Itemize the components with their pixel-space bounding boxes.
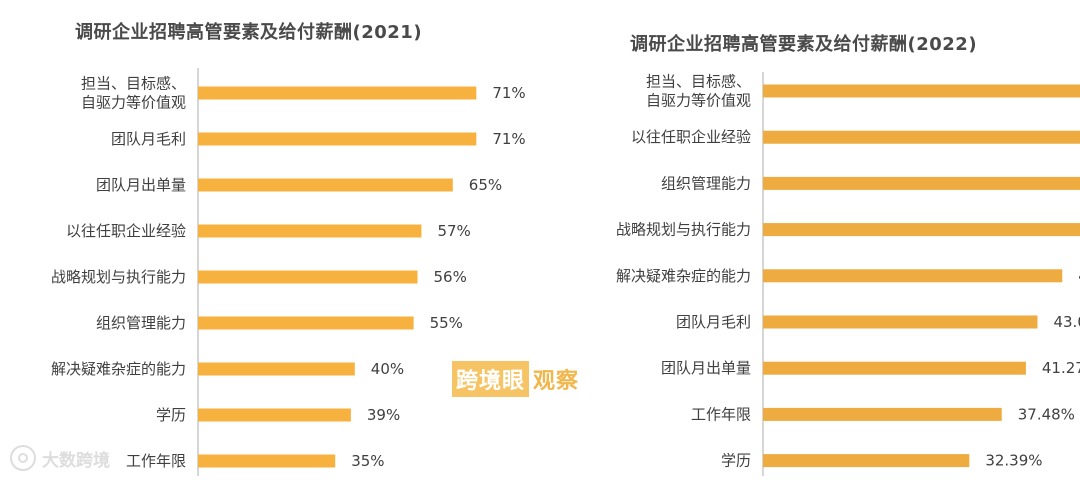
- value-label-1: 71%: [492, 130, 525, 148]
- category-label-8: 工作年限: [126, 452, 186, 470]
- bar-0: [198, 86, 477, 100]
- bar-3: [763, 223, 1080, 237]
- value-label-0: 71%: [492, 84, 525, 102]
- corner-logo: 大数跨境: [10, 445, 110, 471]
- bar-2: [198, 178, 453, 192]
- bar-5: [763, 315, 1038, 329]
- chart-title: 调研企业招聘高管要素及给付薪酬(2022): [630, 34, 978, 55]
- category-label-5: 团队月毛利: [676, 313, 751, 331]
- bar-5: [198, 316, 414, 330]
- value-label-6: 40%: [371, 360, 404, 378]
- value-label-7: 37.48%: [1018, 405, 1075, 423]
- category-label-1: 团队月毛利: [111, 130, 186, 148]
- category-label-6: 团队月出单量: [661, 359, 751, 377]
- category-label-2: 组织管理能力: [661, 174, 751, 192]
- category-label-4: 战略规划与执行能力: [51, 268, 186, 286]
- category-label-8: 学历: [721, 452, 751, 470]
- category-label-6: 解决疑难杂症的能力: [51, 360, 186, 378]
- category-label-7: 学历: [156, 406, 186, 424]
- value-label-5: 43.09%: [1053, 313, 1080, 331]
- watermark-left-text: 跨境眼: [452, 361, 530, 397]
- bar-8: [198, 454, 336, 468]
- bar-4: [763, 269, 1063, 283]
- bar-2: [763, 176, 1080, 190]
- value-label-8: 35%: [351, 452, 384, 470]
- bar-0: [763, 84, 1080, 98]
- bar-8: [763, 454, 970, 468]
- value-label-4: 56%: [434, 268, 467, 286]
- bar-chart-svg: 72.13%担当、目标感、自驱力等价值观60.19%以往任职企业经验57.40%…: [616, 72, 1080, 476]
- value-label-8: 32.39%: [985, 452, 1042, 470]
- watermark-right-text: 观察: [529, 361, 584, 397]
- chart-2021: 调研企业招聘高管要素及给付薪酬(2021) 71% 担当、目标感、自驱力等价值观 7…: [51, 22, 526, 476]
- value-label-4: 46.98%: [1078, 267, 1080, 285]
- bar-6: [198, 362, 355, 376]
- category-label-2: 团队月出单量: [96, 176, 186, 194]
- chart-2022: 调研企业招聘高管要素及给付薪酬(2022) 72.13%担当、目标感、自驱力等价…: [540, 0, 1080, 485]
- bar-1: [198, 132, 477, 146]
- bar-chart-svg: 71% 担当、目标感、自驱力等价值观 71% 团队月毛利 65% 团队月出单量 57% 以往任…: [51, 68, 526, 476]
- chart-title: 调研企业招聘高管要素及给付薪酬(2021): [75, 22, 423, 43]
- corner-logo-text: 大数跨境: [42, 450, 110, 471]
- category-label-1: 以往任职企业经验: [631, 128, 751, 146]
- category-label-3: 战略规划与执行能力: [616, 221, 751, 239]
- value-label-6: 41.27%: [1042, 359, 1080, 377]
- category-label-0: 担当、目标感、自驱力等价值观: [646, 73, 751, 110]
- bar-3: [198, 224, 422, 238]
- bar-1: [763, 130, 1080, 144]
- category-label-5: 组织管理能力: [96, 314, 186, 332]
- bar-7: [763, 407, 1002, 421]
- value-label-7: 39%: [367, 406, 400, 424]
- bar-7: [198, 408, 351, 422]
- logo-icon: [10, 445, 36, 471]
- value-label-5: 55%: [430, 314, 463, 332]
- category-label-7: 工作年限: [691, 405, 751, 423]
- category-label-3: 以往任职企业经验: [66, 222, 186, 240]
- value-label-2: 65%: [469, 176, 502, 194]
- value-label-3: 57%: [437, 222, 470, 240]
- category-label-4: 解决疑难杂症的能力: [616, 267, 751, 285]
- bar-6: [763, 361, 1026, 375]
- watermark: 跨境眼 观察: [446, 361, 589, 397]
- category-label-0: 担当、目标感、自驱力等价值观: [81, 75, 186, 112]
- bar-4: [198, 270, 418, 284]
